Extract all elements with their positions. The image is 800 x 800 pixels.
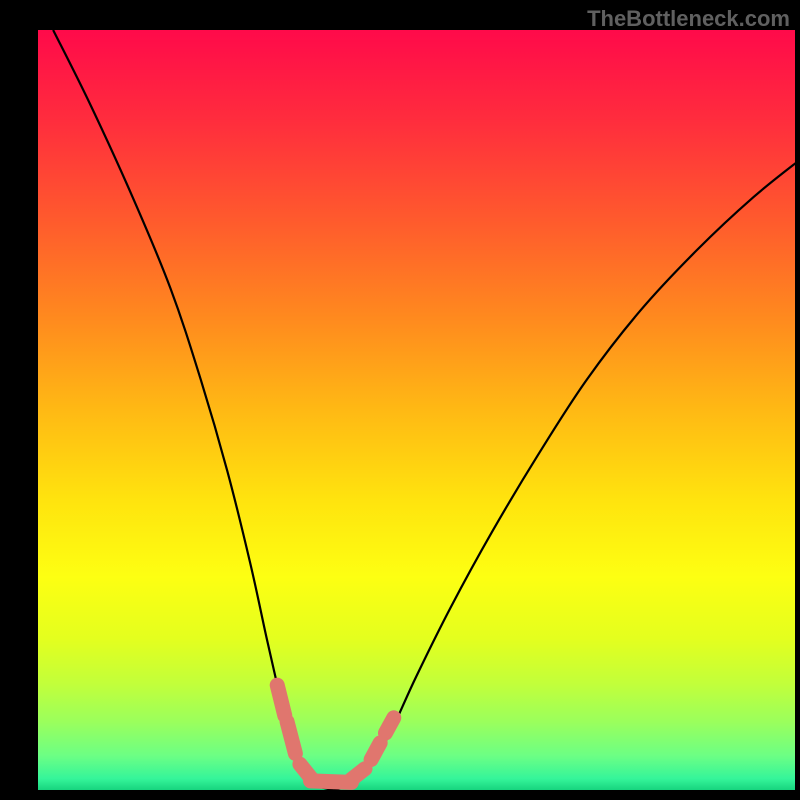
bottleneck-segment [371, 743, 380, 760]
watermark-text: TheBottleneck.com [587, 6, 790, 32]
bottleneck-segment [277, 685, 285, 715]
bottleneck-segment [351, 769, 365, 780]
plot-svg [0, 0, 800, 800]
chart-container: { "watermark": "TheBottleneck.com", "can… [0, 0, 800, 800]
bottleneck-segment [385, 718, 393, 733]
bottleneck-segment [287, 722, 295, 754]
